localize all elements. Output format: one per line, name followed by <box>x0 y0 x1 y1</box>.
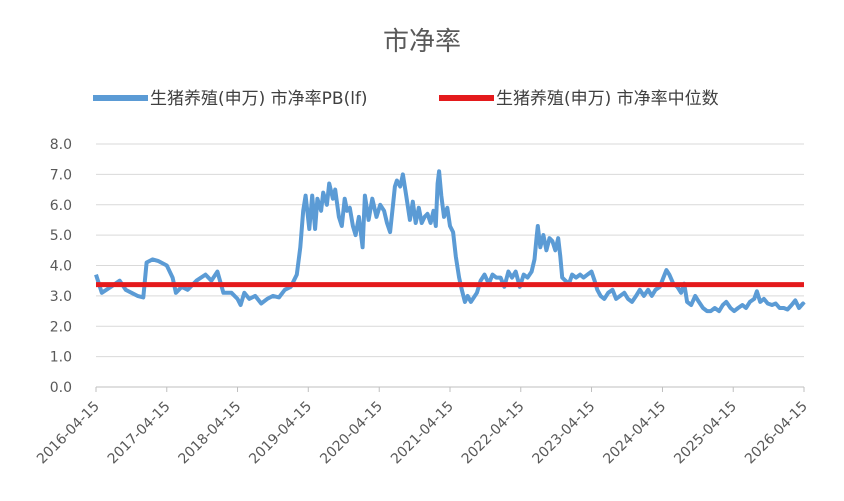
y-tick-label: 5.0 <box>50 228 72 244</box>
plot-area <box>94 169 806 314</box>
x-tick-label: 2016-04-15 <box>34 399 103 468</box>
y-tick-label: 6.0 <box>50 198 72 214</box>
y-tick-label: 7.0 <box>50 167 72 183</box>
x-tick-label: 2025-04-15 <box>671 399 740 468</box>
legend-label-pb: 生猪养殖(申万) 市净率PB(lf) <box>150 89 368 109</box>
y-axis: 0.0 1.0 2.0 3.0 4.0 5.0 6.0 7.0 8.0 <box>50 137 72 396</box>
y-tick-label: 3.0 <box>50 289 72 305</box>
legend: 生猪养殖(申万) 市净率PB(lf) 生猪养殖(申万) 市净率中位数 <box>93 89 719 109</box>
gridlines <box>96 143 804 358</box>
series-pb-line <box>94 169 806 314</box>
y-tick-label: 8.0 <box>50 137 72 153</box>
x-axis: 2016-04-15 2017-04-15 2018-04-15 2019-04-15… <box>34 386 811 468</box>
x-tick-label: 2024-04-15 <box>600 399 669 468</box>
x-tick-label: 2018-04-15 <box>175 399 244 468</box>
x-tick-label: 2017-04-15 <box>105 399 174 468</box>
y-tick-label: 2.0 <box>50 319 72 335</box>
y-tick-label: 4.0 <box>50 259 72 275</box>
x-tick-label: 2021-04-15 <box>388 399 457 468</box>
x-tick-label: 2022-04-15 <box>459 399 528 468</box>
y-tick-label: 0.0 <box>50 380 72 396</box>
legend-label-median: 生猪养殖(申万) 市净率中位数 <box>496 89 719 109</box>
x-tick-label: 2020-04-15 <box>317 399 386 468</box>
y-tick-label: 1.0 <box>50 350 72 366</box>
x-tick-label: 2019-04-15 <box>246 399 315 468</box>
x-tick-label: 2026-04-15 <box>742 399 811 468</box>
x-tick-label: 2023-04-15 <box>529 399 598 468</box>
chart-title: 市净率 <box>383 27 461 57</box>
